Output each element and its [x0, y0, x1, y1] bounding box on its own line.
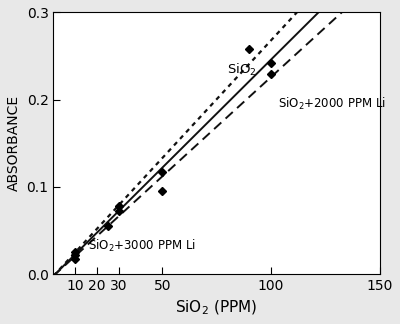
X-axis label: SiO$_2$ (PPM): SiO$_2$ (PPM) [176, 299, 258, 317]
Y-axis label: ABSORBANCE: ABSORBANCE [7, 95, 21, 191]
Text: SiO$_2$: SiO$_2$ [228, 62, 257, 78]
Text: SiO$_2$+3000 PPM Li: SiO$_2$+3000 PPM Li [88, 238, 196, 254]
Text: SiO$_2$+2000 PPM Li: SiO$_2$+2000 PPM Li [278, 96, 386, 112]
